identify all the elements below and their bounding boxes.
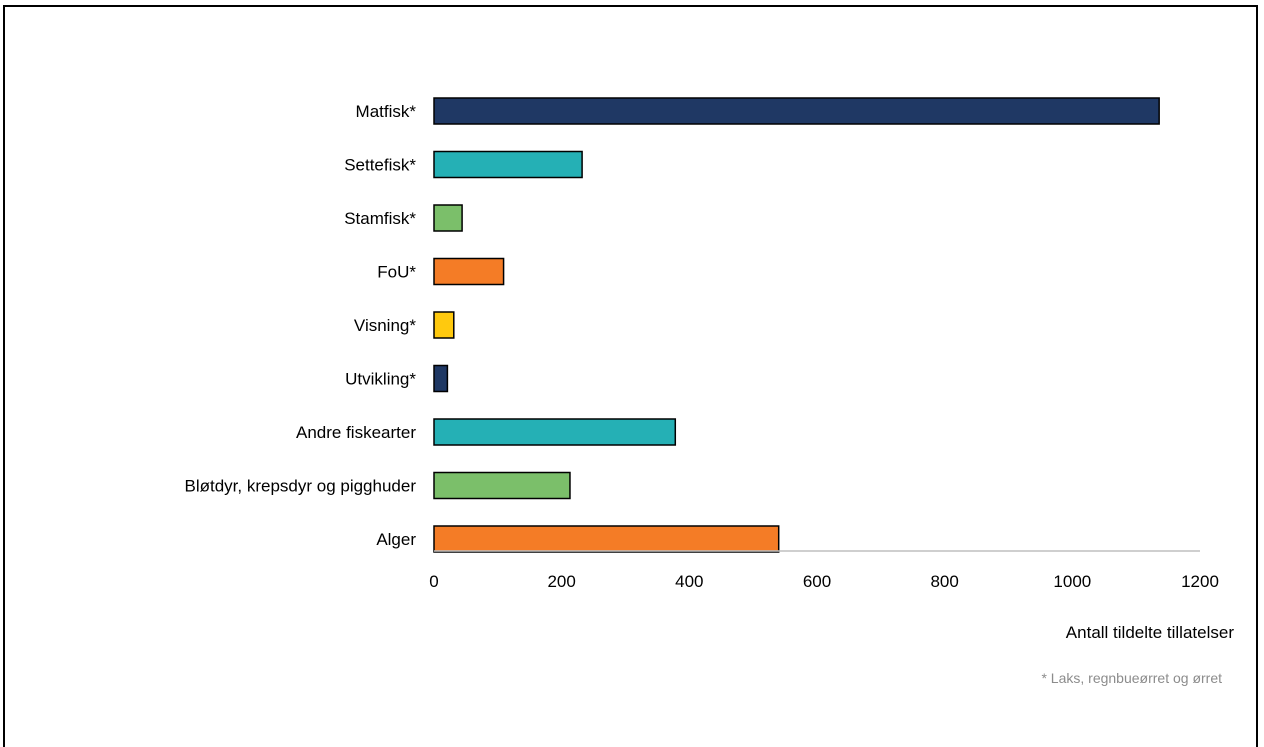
x-tick-label: 0 <box>429 572 438 591</box>
bar <box>433 418 677 446</box>
category-label: Andre fiskearter <box>296 423 416 442</box>
x-tick-label: 1000 <box>1053 572 1091 591</box>
category-label: Matfisk* <box>356 102 417 121</box>
category-label: Alger <box>376 530 416 549</box>
bar <box>433 471 571 500</box>
category-label: Visning* <box>354 316 416 335</box>
category-label: FoU* <box>377 263 416 282</box>
category-label: Bløtdyr, krepsdyr og pigghuder <box>184 477 416 496</box>
x-axis-title: Antall tildelte tillatelser <box>1066 623 1235 642</box>
bar <box>433 97 1160 125</box>
bar <box>433 150 583 179</box>
footnote: * Laks, regnbueørret og ørret <box>1041 670 1222 686</box>
category-labels: Matfisk* Settefisk* Stamfisk* FoU* Visning* U… <box>184 102 416 549</box>
x-tick-label: 1200 <box>1181 572 1219 591</box>
bars-group <box>433 97 1160 553</box>
bar <box>433 525 780 553</box>
x-tick-label: 200 <box>547 572 575 591</box>
bar <box>433 204 463 232</box>
bar <box>433 311 455 339</box>
bar <box>433 364 449 393</box>
x-tick-label: 600 <box>803 572 831 591</box>
category-label: Utvikling* <box>345 370 416 389</box>
chart-frame <box>3 5 1258 747</box>
x-tick-labels: 0 200 400 600 800 1000 1200 <box>429 572 1219 591</box>
category-label: Settefisk* <box>344 156 416 175</box>
category-label: Stamfisk* <box>344 209 416 228</box>
x-tick-label: 800 <box>930 572 958 591</box>
x-tick-label: 400 <box>675 572 703 591</box>
bar <box>433 257 505 286</box>
